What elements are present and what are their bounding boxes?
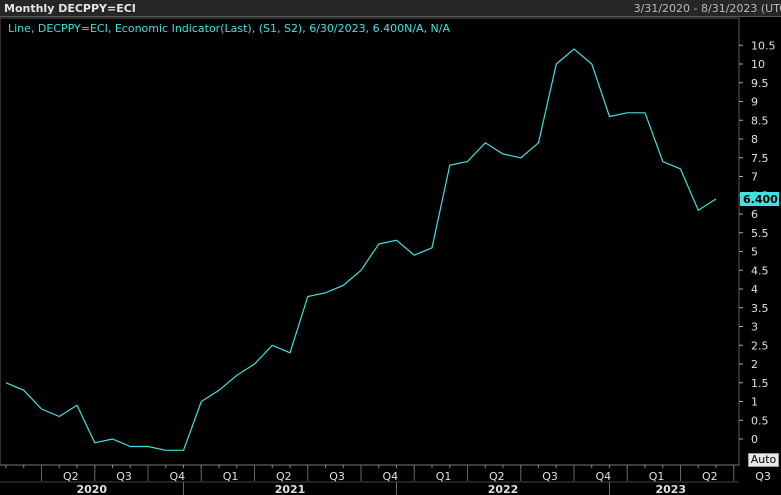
- x-year-label: 2020: [76, 483, 107, 495]
- y-tick-label: 2: [751, 358, 758, 371]
- x-year-label: 2023: [655, 483, 686, 495]
- y-tick-label: 1: [751, 396, 758, 409]
- chart-title: Monthly DECPPY=ECI: [4, 2, 136, 15]
- y-tick-label: 9: [751, 96, 758, 109]
- y-tick-label: 3.5: [751, 302, 769, 315]
- y-tick-label: 7: [751, 171, 758, 184]
- y-tick-label: 1.5: [751, 377, 769, 390]
- y-tick-label: 4: [751, 283, 758, 296]
- y-tick-label: 6: [751, 208, 758, 221]
- y-tick-label: 9.5: [751, 77, 769, 90]
- x-quarter-label: Q3: [329, 470, 345, 483]
- y-tick-label: 7.5: [751, 152, 769, 165]
- x-quarter-label: Q1: [649, 470, 665, 483]
- y-tick-label: 5.5: [751, 227, 769, 240]
- y-tick-label: 5: [751, 246, 758, 259]
- y-tick-label: 0.5: [751, 414, 769, 427]
- y-tick-label: 8.5: [751, 114, 769, 127]
- y-tick-label: 3: [751, 321, 758, 334]
- title-bar: Monthly DECPPY=ECI 3/31/2020 - 8/31/2023…: [0, 0, 781, 17]
- x-quarter-label: Q1: [436, 470, 452, 483]
- last-value-label: 6.400: [743, 193, 778, 206]
- x-quarter-label: Q3: [542, 470, 558, 483]
- x-quarter-label: Q3: [116, 470, 132, 483]
- y-tick-label: 2.5: [751, 339, 769, 352]
- y-tick-label: 10: [751, 58, 765, 71]
- y-tick-label: 10.5: [751, 39, 776, 52]
- x-year-label: 2021: [275, 483, 306, 495]
- series-line[interactable]: [5, 48, 717, 451]
- x-quarter-label: Q2: [702, 470, 718, 483]
- y-tick-label: 8: [751, 133, 758, 146]
- x-quarter-label: Q4: [382, 470, 398, 483]
- date-range: 3/31/2020 - 8/31/2023 (UTC: [633, 2, 781, 15]
- x-quarter-label: Q4: [595, 470, 611, 483]
- series-legend: Line, DECPPY=ECI, Economic Indicator(Las…: [8, 22, 450, 35]
- y-tick-label: 4.5: [751, 264, 769, 277]
- auto-scale-button[interactable]: Auto: [748, 453, 779, 467]
- x-quarter-label: Q1: [223, 470, 239, 483]
- x-year-label: 2022: [488, 483, 519, 495]
- x-quarter-label: Q2: [489, 470, 505, 483]
- y-tick-label: 0: [751, 433, 758, 446]
- x-quarter-label: Q2: [63, 470, 79, 483]
- last-value-tag: [740, 192, 779, 206]
- x-quarter-label: Q4: [169, 470, 185, 483]
- x-quarter-label: Q3: [755, 470, 771, 483]
- x-quarter-label: Q2: [276, 470, 292, 483]
- plot-area: [0, 17, 740, 466]
